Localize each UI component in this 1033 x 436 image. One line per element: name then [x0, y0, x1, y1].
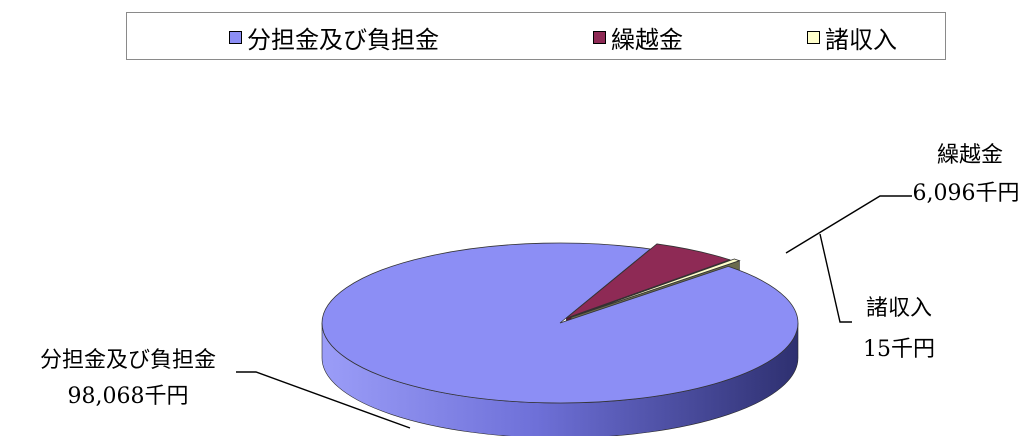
pie-slice-2	[571, 258, 741, 318]
legend-label-1: 繰越金	[611, 25, 683, 54]
leader-line-1	[785, 195, 912, 254]
legend-label-0: 分担金及び負担金	[247, 25, 439, 54]
pie-slice-0	[321, 242, 799, 404]
leader-line-0	[236, 371, 411, 429]
legend-swatch-0	[229, 30, 242, 44]
slice-name-label-2: 諸収入	[866, 296, 932, 321]
legend-swatch-2	[807, 30, 820, 44]
legend-item-0: 分担金及び負担金	[229, 23, 439, 54]
legend-item-2: 諸収入	[807, 23, 897, 54]
slice-name-label-1: 繰越金	[937, 143, 1003, 168]
slice-value-label-2: 15千円	[863, 337, 935, 362]
chart-legend: 分担金及び負担金 繰越金 諸収入	[126, 12, 946, 60]
slice-value-label-1: 6,096千円	[913, 181, 1020, 206]
pie-slice-1	[566, 243, 731, 319]
slice-value-label-0: 98,068千円	[68, 384, 189, 409]
legend-item-1: 繰越金	[593, 23, 683, 54]
slice-name-label-0: 分担金及び負担金	[40, 348, 216, 373]
legend-label-2: 諸収入	[825, 25, 897, 54]
legend-swatch-1	[593, 30, 606, 44]
leader-line-2	[819, 233, 852, 323]
